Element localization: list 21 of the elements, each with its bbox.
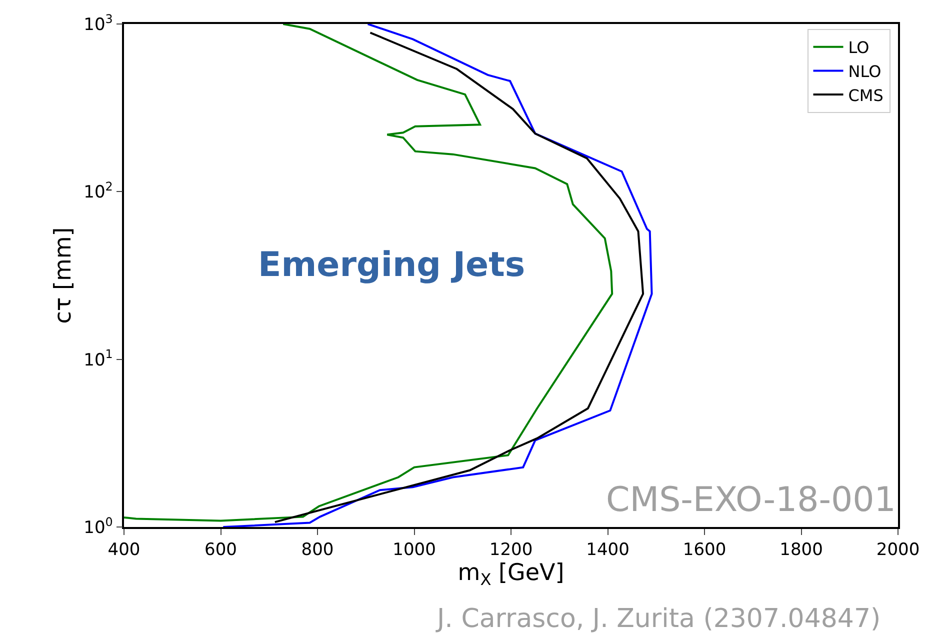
y-axis-title: cτ [mm] [50, 227, 77, 324]
annotation: Emerging Jets [258, 245, 526, 285]
x-tick-label: 1200 [489, 540, 533, 560]
legend-label: NLO [848, 62, 882, 81]
legend-label: LO [848, 38, 870, 58]
y-tick-label: 10$^{3}$ [84, 12, 113, 35]
y-tick-label: 10$^{2}$ [84, 179, 113, 203]
x-tick-label: 600 [204, 540, 237, 560]
x-tick-label: 1800 [780, 540, 823, 560]
y-tick-label: 10$^{0}$ [84, 514, 113, 538]
annotation: CMS-EXO-18-001 [606, 480, 896, 520]
x-axis-title: m$_{X}$ [GeV] [458, 560, 564, 589]
x-tick-label: 400 [108, 540, 140, 560]
text: J. Carrasco, J. Zurita (2307.04847) [435, 604, 881, 634]
x-tick-label: 800 [301, 540, 334, 560]
y-tick-label: 10$^{1}$ [84, 347, 113, 370]
x-tick-label: 1400 [586, 540, 630, 560]
x-tick-label: 1000 [392, 540, 436, 560]
x-tick-label: 1600 [682, 540, 726, 560]
x-tick-label: 2000 [876, 540, 920, 560]
legend-label: CMS [848, 86, 884, 105]
